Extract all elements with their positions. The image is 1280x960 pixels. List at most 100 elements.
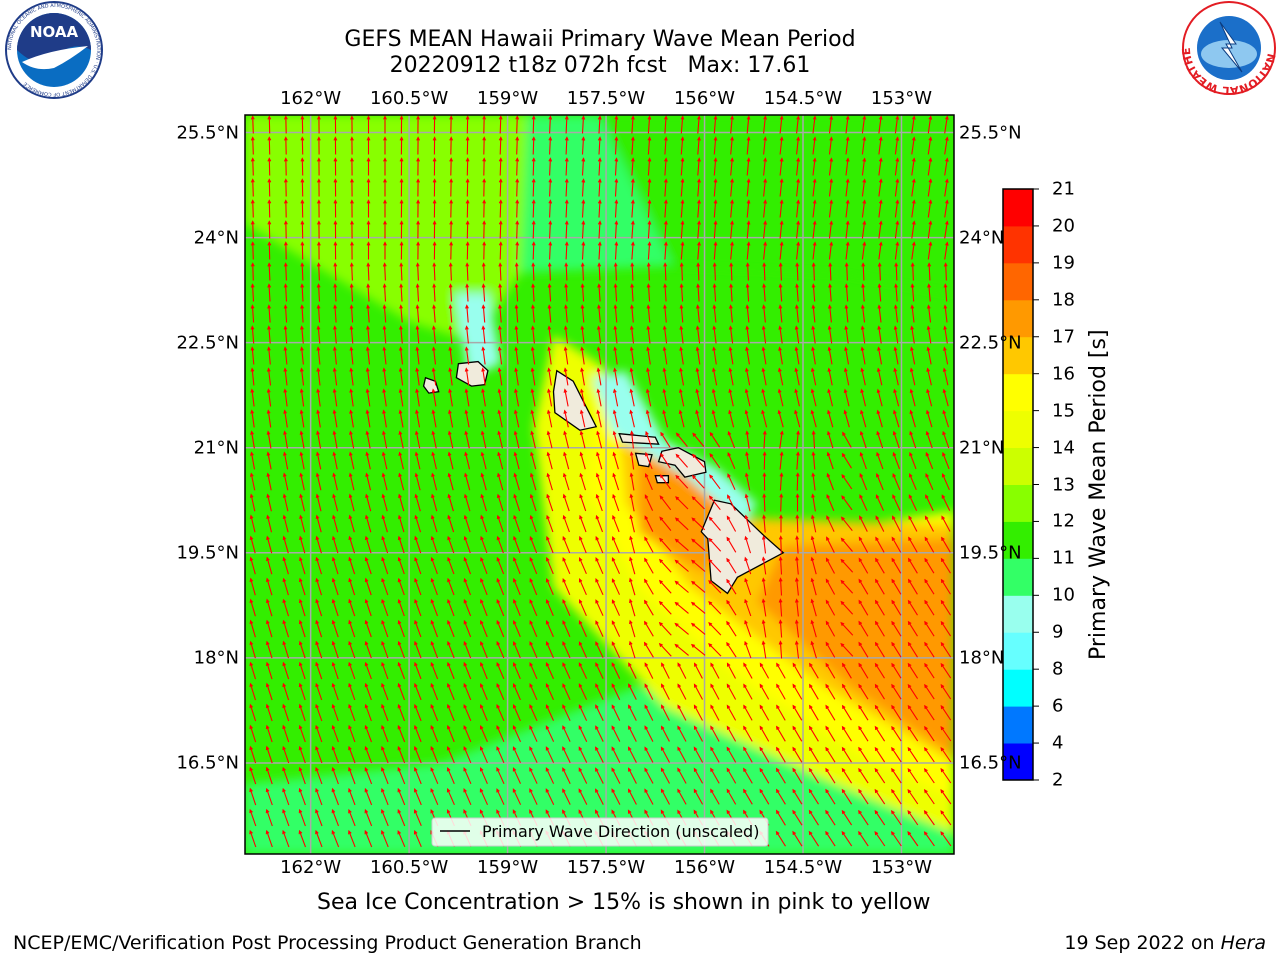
wave-arrow — [910, 325, 915, 344]
wave-arrow — [529, 725, 538, 742]
wave-arrow — [612, 451, 619, 470]
wave-arrow — [763, 220, 768, 239]
wave-arrow — [708, 495, 721, 511]
wave-arrow — [710, 788, 720, 805]
wave-arrow — [547, 262, 552, 281]
wave-arrow — [859, 472, 868, 491]
wave-arrow — [629, 430, 634, 449]
wave-arrow — [691, 538, 706, 552]
wave-arrow — [628, 767, 637, 784]
wave-arrow — [381, 493, 388, 512]
wave-arrow — [530, 430, 536, 449]
wave-arrow — [843, 409, 850, 428]
wave-arrow — [792, 704, 803, 721]
wave-arrow — [808, 830, 820, 847]
wave-arrow — [514, 346, 519, 365]
wave-arrow — [743, 683, 753, 700]
wave-arrow — [779, 514, 783, 533]
wave-arrow — [299, 556, 306, 575]
wave-arrow — [796, 199, 801, 218]
wave-arrow — [515, 199, 520, 218]
wave-arrow — [761, 325, 767, 344]
wave-arrow — [415, 367, 420, 386]
wave-arrow — [414, 535, 422, 554]
wave-arrow — [282, 829, 290, 848]
wave-arrow — [812, 241, 817, 260]
wave-arrow — [697, 157, 701, 176]
colorbar-segment — [1003, 447, 1033, 485]
wave-arrow — [578, 620, 588, 638]
wave-arrow — [944, 199, 949, 218]
wave-arrow — [333, 220, 338, 239]
wave-arrow — [878, 178, 883, 197]
wave-arrow — [364, 745, 373, 764]
wave-arrow — [431, 493, 438, 512]
wave-arrow — [924, 578, 935, 595]
wave-arrow — [595, 683, 604, 700]
wave-arrow — [779, 451, 784, 470]
wave-arrow — [612, 409, 619, 428]
wave-arrow — [874, 725, 886, 742]
wave-arrow — [628, 788, 637, 805]
wave-arrow — [266, 556, 273, 575]
wave-arrow — [612, 514, 620, 533]
wave-arrow — [383, 178, 387, 197]
wave-arrow — [414, 682, 422, 701]
wave-arrow — [364, 619, 372, 638]
wave-arrow — [860, 409, 867, 428]
wave-arrow — [514, 325, 519, 344]
wave-arrow — [300, 262, 305, 281]
colorbar-segment — [1003, 743, 1033, 781]
wave-arrow — [744, 535, 752, 554]
wave-arrow — [414, 514, 422, 533]
wave-arrow — [631, 220, 635, 239]
wave-arrow — [809, 683, 819, 700]
wave-arrow — [891, 578, 902, 595]
wave-arrow — [514, 262, 519, 281]
wave-arrow — [315, 766, 323, 785]
wave-arrow — [480, 493, 488, 512]
wave-arrow — [861, 199, 867, 218]
wave-arrow — [629, 577, 636, 596]
wave-arrow — [795, 556, 799, 575]
wave-arrow — [414, 598, 422, 617]
wave-arrow — [629, 598, 636, 617]
wave-arrow — [844, 325, 849, 344]
wave-arrow — [365, 346, 371, 365]
colorbar-segment — [1003, 299, 1033, 338]
wave-arrow — [611, 620, 621, 637]
wave-arrow — [675, 453, 689, 468]
wave-arrow — [794, 577, 799, 596]
wave-arrow — [875, 515, 885, 532]
wave-arrow — [399, 220, 404, 239]
wave-arrow — [808, 767, 819, 784]
wave-arrow — [647, 115, 652, 134]
wave-arrow — [579, 514, 587, 533]
wave-arrow — [644, 767, 654, 784]
wave-arrow — [331, 619, 339, 638]
wave-arrow — [265, 703, 273, 722]
wave-arrow — [646, 325, 651, 344]
wave-arrow — [416, 220, 420, 239]
wave-arrow — [397, 787, 406, 806]
wave-arrow — [531, 178, 536, 197]
wave-arrow — [825, 683, 836, 700]
wave-arrow — [744, 619, 752, 638]
wave-arrow — [531, 136, 536, 155]
wave-arrow — [496, 598, 505, 617]
colorbar-segment — [1003, 521, 1033, 559]
wave-arrow — [792, 767, 803, 784]
wave-arrow — [729, 283, 733, 302]
wave-arrow — [398, 472, 405, 491]
wave-arrow — [927, 136, 933, 155]
wave-arrow — [350, 220, 354, 239]
wave-arrow — [580, 262, 585, 281]
wave-arrow — [613, 304, 618, 323]
wave-arrow — [794, 304, 799, 323]
wave-arrow — [282, 640, 290, 659]
wave-arrow — [761, 367, 767, 386]
wave-arrow — [841, 495, 853, 511]
wave-arrow — [581, 136, 586, 155]
wave-arrow — [710, 725, 720, 742]
wave-arrow — [664, 136, 668, 155]
